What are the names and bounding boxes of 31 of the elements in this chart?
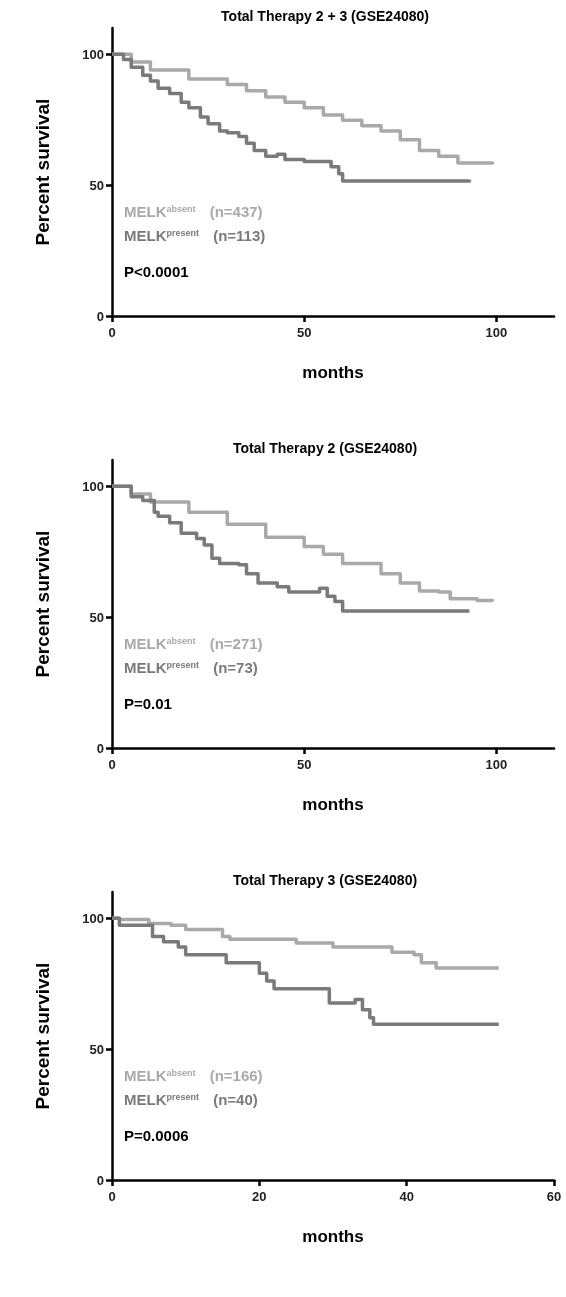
annotation: P=0.01 (124, 695, 172, 712)
chart-title: Total Therapy 2 + 3 (GSE24080) (221, 8, 429, 24)
y-axis-title: Percent survival (32, 962, 53, 1110)
x-tick-label: 50 (296, 325, 312, 340)
x-tick-label: 0 (108, 757, 116, 772)
chart-title: Total Therapy 3 (GSE24080) (232, 872, 418, 888)
x-axis-title: months (302, 1227, 364, 1246)
y-tick-label: 50 (89, 177, 104, 193)
x-tick-label: 0 (108, 1189, 116, 1204)
x-tick-label: 100 (485, 757, 508, 772)
y-tick-label: 50 (89, 1041, 104, 1057)
annotation: P<0.0001 (124, 263, 189, 280)
x-tick-label: 0 (108, 325, 116, 340)
y-tick-label: 0 (96, 740, 104, 756)
x-tick-label: 50 (296, 757, 312, 772)
y-tick-label: 100 (82, 478, 104, 494)
x-tick-label: 40 (399, 1189, 414, 1204)
y-tick-label: 0 (96, 1172, 104, 1188)
x-axis-title: months (302, 363, 364, 382)
y-axis-title: Percent survival (32, 530, 53, 678)
y-tick-label: 50 (89, 609, 104, 625)
y-axis-title: Percent survival (32, 98, 53, 246)
y-tick-label: 0 (96, 308, 104, 324)
x-tick-label: 20 (252, 1189, 267, 1204)
y-tick-label: 100 (82, 910, 104, 926)
x-tick-label: 60 (546, 1189, 562, 1204)
x-tick-label: 100 (485, 325, 508, 340)
annotation: P=0.0006 (124, 1127, 189, 1144)
x-axis-title: months (302, 795, 364, 814)
chart-title: Total Therapy 2 (GSE24080) (232, 440, 418, 456)
y-tick-label: 100 (82, 46, 104, 62)
